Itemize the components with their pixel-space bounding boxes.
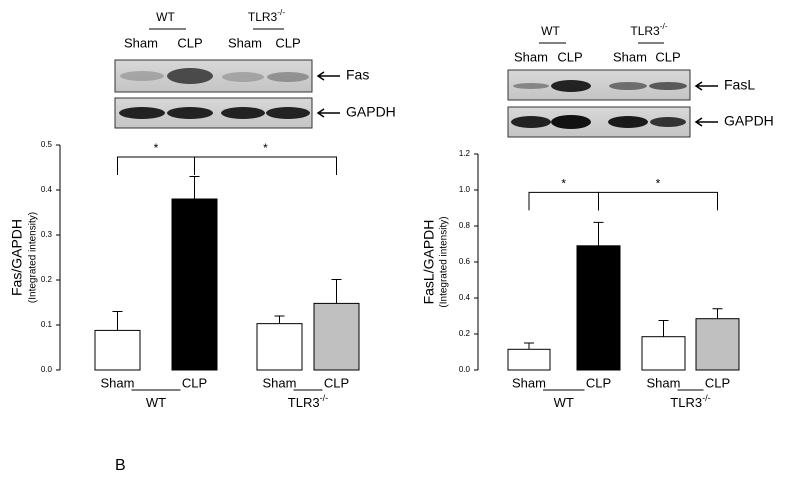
error-bar: [112, 311, 123, 331]
error-bar: [189, 176, 200, 199]
blot-image: [114, 59, 313, 129]
significance-bracket: [598, 191, 718, 211]
y-tick-label: 0.0: [41, 365, 53, 374]
arrow: [316, 71, 340, 81]
group-name: WT: [541, 24, 560, 38]
y-tick-label: 1.2: [459, 149, 471, 158]
blot-lane-label: CLP: [557, 49, 582, 64]
error-bar: [274, 315, 285, 324]
bar: [313, 302, 360, 371]
bar: [576, 245, 621, 371]
group-label: WT: [541, 24, 560, 38]
band-label: GAPDH: [346, 104, 396, 120]
group-name: TLR3: [630, 24, 660, 38]
blot-lane-label: CLP: [177, 35, 202, 50]
error-bar: [331, 279, 342, 304]
band-label: GAPDH: [724, 113, 774, 129]
group-name: TLR3: [248, 10, 278, 24]
bar: [507, 348, 551, 371]
significance-label: *: [656, 177, 661, 191]
group-label: TLR3-/-: [670, 393, 710, 410]
y-axis-label: FasL/GAPDH: [421, 220, 437, 305]
x-tick-label: CLP: [705, 375, 730, 390]
blot-lane-label: CLP: [275, 35, 300, 50]
band-label: Fas: [346, 67, 369, 83]
bar: [256, 323, 303, 371]
bar: [171, 198, 218, 371]
error-bar: [658, 320, 669, 337]
blot-lane-label: Sham: [228, 35, 262, 50]
y-tick-label: 1.0: [459, 185, 471, 194]
y-tick-label: 0.2: [459, 329, 471, 338]
group-label: WT: [156, 10, 175, 24]
arrow: [694, 117, 718, 127]
x-tick-label: Sham: [647, 375, 681, 390]
blot-lane-label: Sham: [613, 49, 647, 64]
group-label: WT: [146, 395, 166, 410]
y-tick-label: 0.6: [459, 257, 471, 266]
y-tick-label: 0.4: [41, 185, 53, 194]
group-name: WT: [146, 395, 166, 410]
y-tick-label: 0.4: [459, 293, 471, 302]
panel-label: B: [115, 457, 126, 474]
x-tick-label: Sham: [101, 375, 135, 390]
y-axis-label: Fas/GAPDH: [9, 219, 25, 296]
y-tick-label: 0.0: [459, 365, 471, 374]
bar: [641, 336, 686, 371]
x-tick-label: CLP: [586, 375, 611, 390]
blot-lane-label: Sham: [514, 49, 548, 64]
y-tick-label: 0.2: [41, 275, 53, 284]
arrow: [316, 108, 340, 118]
error-bar: [524, 342, 534, 350]
group-sup: -/-: [660, 21, 668, 31]
significance-label: *: [561, 177, 566, 191]
significance-bracket: [117, 156, 195, 175]
arrow: [694, 81, 718, 91]
blot-image: [507, 69, 691, 138]
group-label: TLR3-/-: [248, 7, 285, 24]
x-tick-label: CLP: [182, 375, 207, 390]
y-axis-sublabel: (Integrated intensity): [439, 216, 450, 307]
group-name: TLR3: [670, 395, 702, 410]
group-name: WT: [156, 10, 175, 24]
y-tick-label: 0.8: [459, 221, 471, 230]
y-tick-label: 0.3: [41, 230, 53, 239]
error-bar: [712, 308, 723, 319]
bar: [695, 318, 740, 371]
blot-lane-label: CLP: [655, 49, 680, 64]
significance-label: *: [263, 141, 268, 155]
x-tick-label: CLP: [324, 375, 349, 390]
bar: [94, 329, 141, 371]
group-label: TLR3-/-: [630, 21, 667, 38]
significance-label: *: [154, 141, 159, 155]
group-sup: -/-: [702, 393, 711, 403]
group-label: TLR3-/-: [288, 393, 328, 410]
group-sup: -/-: [320, 393, 329, 403]
y-axis-sublabel: (Integrated intensity): [28, 212, 39, 303]
x-tick-label: Sham: [512, 375, 546, 390]
significance-bracket: [528, 191, 599, 211]
group-name: WT: [554, 395, 574, 410]
error-bar: [593, 221, 604, 246]
group-name: TLR3: [288, 395, 320, 410]
group-sup: -/-: [277, 7, 285, 17]
band-label: FasL: [724, 77, 755, 93]
significance-bracket: [194, 156, 337, 175]
y-tick-label: 0.1: [41, 320, 53, 329]
group-label: WT: [554, 395, 574, 410]
x-tick-label: Sham: [263, 375, 297, 390]
y-tick-label: 0.5: [41, 140, 53, 149]
blot-lane-label: Sham: [124, 35, 158, 50]
